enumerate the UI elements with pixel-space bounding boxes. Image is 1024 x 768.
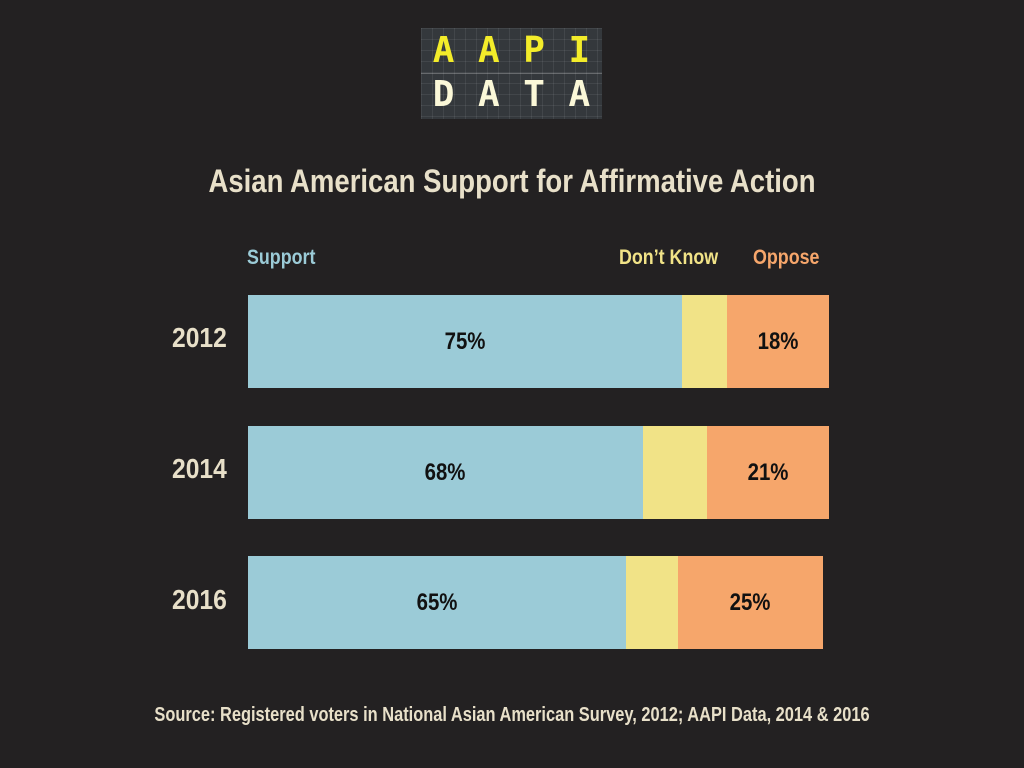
segment-dont-know [643, 426, 707, 519]
logo-letter: T [523, 74, 545, 115]
logo-letter: A [478, 30, 500, 71]
logo-letter: A [432, 30, 455, 71]
bar-2014: 68% 21% [248, 426, 829, 519]
segment-oppose: 21% [707, 426, 829, 519]
year-label-2012: 2012 [172, 322, 227, 353]
segment-support: 65% [248, 556, 626, 649]
logo-letter: D [432, 74, 455, 115]
logo-line-2: D A T A [421, 74, 602, 115]
logo-line-1: A A P I [421, 30, 602, 71]
year-label-2014: 2014 [172, 453, 227, 484]
segment-dont-know [626, 556, 678, 649]
value-label: 65% [416, 588, 458, 616]
logo-letter: A [478, 74, 500, 115]
year-label-2016: 2016 [172, 584, 227, 615]
source-note: Source: Registered voters in National As… [154, 704, 870, 726]
value-label: 68% [425, 458, 466, 486]
logo-letter: I [568, 30, 591, 71]
bar-2016: 65% 25% [248, 556, 823, 649]
logo-letter: A [568, 74, 591, 115]
segment-dont-know [682, 295, 727, 388]
value-label: 18% [757, 327, 799, 355]
segment-oppose: 18% [727, 295, 829, 388]
logo-letter: P [523, 30, 545, 71]
segment-support: 68% [248, 426, 643, 519]
segment-support: 75% [248, 295, 682, 388]
segment-oppose: 25% [678, 556, 823, 649]
chart-title: Asian American Support for Affirmative A… [208, 163, 816, 199]
bar-2012: 75% 18% [248, 295, 829, 388]
value-label: 21% [747, 458, 789, 486]
value-label: 25% [730, 588, 771, 616]
logo-divider [421, 73, 602, 74]
legend-oppose: Oppose [753, 246, 820, 269]
legend-support: Support [247, 246, 316, 269]
legend-dont-know: Don’t Know [619, 246, 719, 269]
aapi-data-logo: A A P I D A T A [421, 28, 602, 119]
value-label: 75% [444, 327, 486, 355]
